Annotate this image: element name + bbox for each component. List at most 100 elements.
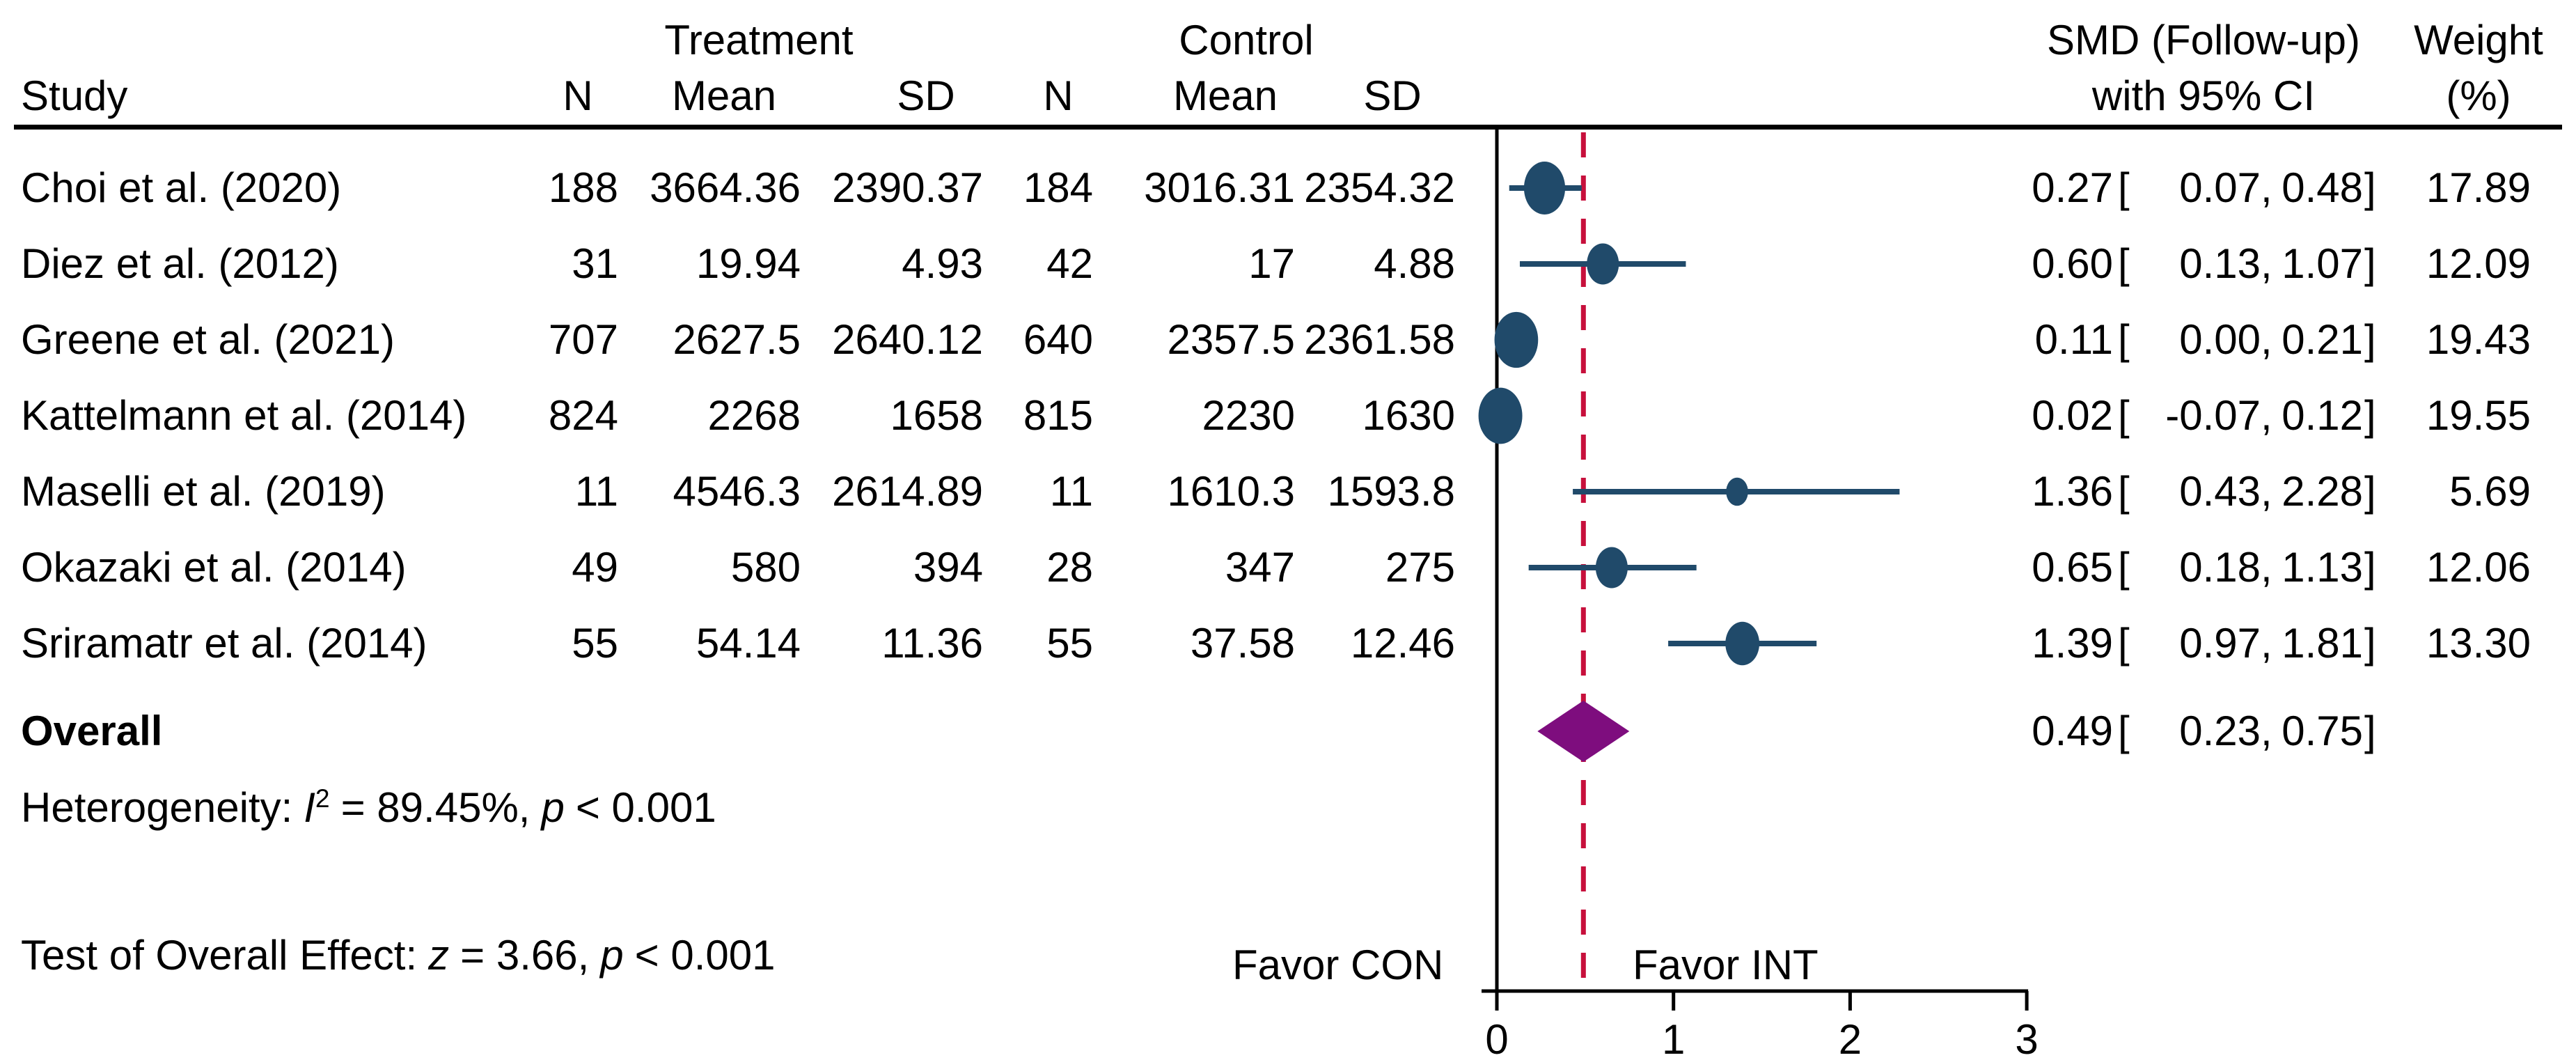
treatment-mean: 4546.3 — [673, 468, 801, 515]
heterogeneity-line: Heterogeneity: I2 = 89.45%, p < 0.001 — [21, 778, 716, 838]
header-rule — [14, 125, 2562, 130]
treatment-mean-header: Mean — [671, 72, 777, 119]
study-column-header: Study — [21, 72, 128, 119]
weight-value: 19.55 — [2426, 392, 2531, 439]
overall-effect-test-line: Test of Overall Effect: z = 3.66, p < 0.001 — [21, 926, 776, 985]
ci-separator: , — [2261, 708, 2272, 754]
ci-close-bracket: ] — [2364, 708, 2376, 754]
treatment-n: 49 — [572, 544, 618, 591]
weight-value: 19.43 — [2426, 316, 2531, 363]
ci-close-bracket: ] — [2364, 544, 2376, 591]
ci-upper: 1.81 — [2282, 620, 2363, 667]
table-row: Kattelmann et al. (2014) 824 2268 1658 8… — [0, 388, 2576, 444]
study-label: Okazaki et al. (2014) — [21, 544, 407, 591]
ci-close-bracket: ] — [2364, 316, 2376, 363]
control-n: 42 — [1046, 240, 1093, 287]
study-label: Diez et al. (2012) — [21, 240, 339, 287]
control-n: 184 — [1023, 164, 1093, 211]
table-row: Diez et al. (2012) 31 19.94 4.93 42 17 4… — [0, 236, 2576, 292]
control-n: 815 — [1023, 392, 1093, 439]
treatment-sd: 394 — [913, 544, 983, 591]
control-sd: 1593.8 — [1327, 468, 1455, 515]
control-mean: 347 — [1225, 544, 1295, 591]
treatment-n: 188 — [548, 164, 618, 211]
study-label: Choi et al. (2020) — [21, 164, 342, 211]
treatment-sd: 2614.89 — [832, 468, 983, 515]
p-value: < 0.001 — [575, 784, 716, 831]
table-row: Greene et al. (2021) 707 2627.5 2640.12 … — [0, 312, 2576, 368]
ci-open-bracket: [ — [2118, 620, 2130, 667]
control-n: 55 — [1046, 620, 1093, 667]
smd-estimate: 0.60 — [2032, 240, 2113, 287]
x-tick-label: 0 — [1485, 1016, 1508, 1060]
ci-open-bracket: [ — [2118, 164, 2130, 211]
ci-separator: , — [2261, 164, 2272, 211]
ci-upper: 1.13 — [2282, 544, 2363, 591]
smd-header-line1: SMD (Follow-up) — [2046, 17, 2361, 63]
treatment-sd-header: SD — [897, 72, 955, 119]
study-label: Greene et al. (2021) — [21, 316, 395, 363]
i-squared-symbol: I — [304, 784, 315, 831]
ci-close-bracket: ] — [2364, 468, 2376, 515]
ci-upper: 2.28 — [2282, 468, 2363, 515]
treatment-mean: 2627.5 — [673, 316, 801, 363]
control-mean: 2357.5 — [1167, 316, 1295, 363]
ci-upper: 0.48 — [2282, 164, 2363, 211]
smd-estimate: 1.36 — [2032, 468, 2113, 515]
weight-header-line2: (%) — [2446, 72, 2511, 119]
ci-upper: 0.21 — [2282, 316, 2363, 363]
smd-estimate: 0.27 — [2032, 164, 2113, 211]
control-mean: 17 — [1248, 240, 1295, 287]
ci-separator: , — [2261, 240, 2272, 287]
favor-intervention-label: Favor INT — [1633, 942, 1819, 988]
favor-control-label: Favor CON — [1232, 942, 1444, 988]
i-squared-value: = 89.45%, — [340, 784, 531, 831]
study-label: Maselli et al. (2019) — [21, 468, 386, 515]
table-row: Sriramatr et al. (2014) 55 54.14 11.36 5… — [0, 616, 2576, 671]
overall-row: Overall 0.49 [ 0.23 , 0.75 ] — [0, 703, 2576, 759]
weight-value: 5.69 — [2449, 468, 2531, 515]
treatment-mean: 54.14 — [696, 620, 801, 667]
control-sd-header: SD — [1363, 72, 1422, 119]
ci-open-bracket: [ — [2118, 468, 2130, 515]
control-mean-header: Mean — [1172, 72, 1278, 119]
x-tick-label: 2 — [1839, 1016, 1862, 1060]
treatment-sd: 2640.12 — [832, 316, 983, 363]
p-symbol: p — [541, 784, 565, 831]
ci-lower: -0.07 — [2165, 392, 2261, 439]
control-sd: 275 — [1385, 544, 1455, 591]
treatment-sd: 2390.37 — [832, 164, 983, 211]
p-symbol: p — [600, 932, 624, 979]
ci-lower: 0.43 — [2179, 468, 2261, 515]
x-tick-label: 1 — [1662, 1016, 1685, 1060]
treatment-mean: 19.94 — [696, 240, 801, 287]
table-row: Choi et al. (2020) 188 3664.36 2390.37 1… — [0, 160, 2576, 216]
overall-label: Overall — [21, 708, 163, 754]
ci-lower: 0.18 — [2179, 544, 2261, 591]
ci-separator: , — [2261, 316, 2272, 363]
treatment-n: 11 — [574, 468, 618, 515]
smd-estimate: 0.65 — [2032, 544, 2113, 591]
control-n: 640 — [1023, 316, 1093, 363]
treatment-group-header: Treatment — [664, 17, 854, 63]
weight-header-line1: Weight — [2414, 17, 2543, 63]
control-sd: 4.88 — [1374, 240, 1455, 287]
z-value: = 3.66, — [460, 932, 590, 979]
control-sd: 2354.32 — [1304, 164, 1455, 211]
control-mean: 37.58 — [1190, 620, 1295, 667]
ci-lower: 0.97 — [2179, 620, 2261, 667]
ci-upper: 1.07 — [2282, 240, 2363, 287]
table-row: Maselli et al. (2019) 11 4546.3 2614.89 … — [0, 464, 2576, 520]
treatment-mean: 2268 — [707, 392, 801, 439]
ci-separator: , — [2261, 544, 2272, 591]
study-label: Kattelmann et al. (2014) — [21, 392, 467, 439]
control-n-header: N — [1043, 72, 1074, 119]
overall-test-label: Test of Overall Effect: — [21, 932, 418, 979]
overall-ci-upper: 0.75 — [2282, 708, 2363, 754]
treatment-n: 824 — [548, 392, 618, 439]
ci-open-bracket: [ — [2118, 392, 2130, 439]
control-n: 28 — [1046, 544, 1093, 591]
ci-close-bracket: ] — [2364, 620, 2376, 667]
smd-estimate: 0.11 — [2034, 316, 2113, 363]
